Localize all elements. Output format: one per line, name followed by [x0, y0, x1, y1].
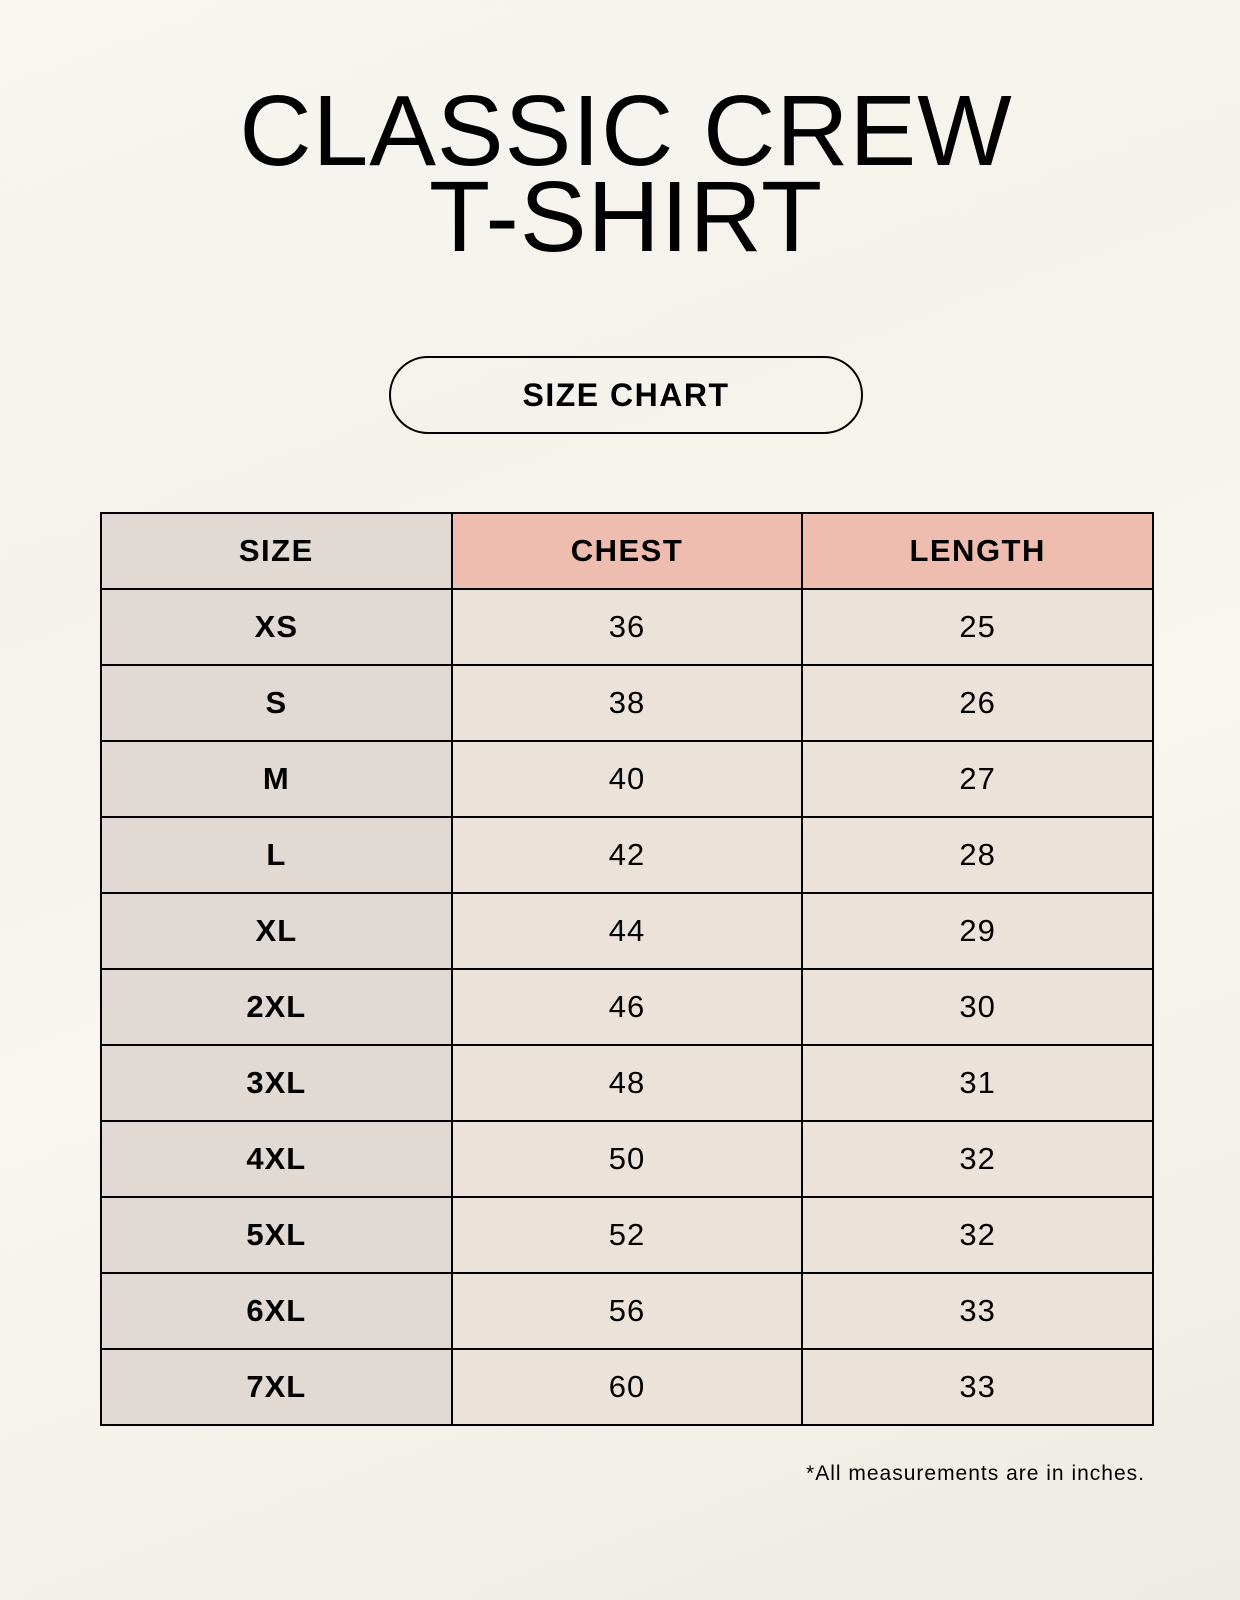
cell-chest: 40 — [450, 740, 804, 818]
cell-length: 31 — [801, 1044, 1154, 1122]
table-row: XL 44 29 — [100, 892, 1154, 970]
cell-length: 33 — [801, 1272, 1154, 1350]
cell-length: 33 — [801, 1348, 1154, 1426]
cell-size: L — [100, 816, 453, 894]
cell-chest: 52 — [450, 1196, 804, 1274]
size-chart-badge: SIZE CHART — [389, 356, 863, 434]
table-row: 2XL 46 30 — [100, 968, 1154, 1046]
cell-chest: 46 — [450, 968, 804, 1046]
table-row: S 38 26 — [100, 664, 1154, 742]
cell-size: 4XL — [100, 1120, 453, 1198]
cell-length: 27 — [801, 740, 1154, 818]
title-line-2: T-SHIRT — [428, 161, 824, 273]
cell-chest: 42 — [450, 816, 804, 894]
cell-chest: 60 — [450, 1348, 804, 1426]
page-title: CLASSIC CREW T-SHIRT — [0, 75, 1240, 273]
cell-size: 7XL — [100, 1348, 453, 1426]
title-line-1: CLASSIC CREW — [239, 75, 1013, 187]
table-row: 6XL 56 33 — [100, 1272, 1154, 1350]
header-chest: CHEST — [450, 512, 804, 590]
cell-size: XS — [100, 588, 453, 666]
size-table: SIZE CHEST LENGTH XS 36 25 S 38 26 M 40 27 L 42 28 X… — [100, 512, 1154, 1426]
cell-length: 29 — [801, 892, 1154, 970]
cell-chest: 44 — [450, 892, 804, 970]
cell-length: 25 — [801, 588, 1154, 666]
cell-size: M — [100, 740, 453, 818]
cell-chest: 36 — [450, 588, 804, 666]
cell-chest: 56 — [450, 1272, 804, 1350]
table-row: XS 36 25 — [100, 588, 1154, 666]
cell-size: 2XL — [100, 968, 453, 1046]
table-row: 3XL 48 31 — [100, 1044, 1154, 1122]
table-header-row: SIZE CHEST LENGTH — [100, 512, 1154, 590]
cell-length: 28 — [801, 816, 1154, 894]
cell-chest: 38 — [450, 664, 804, 742]
table-row: M 40 27 — [100, 740, 1154, 818]
table-row: 4XL 50 32 — [100, 1120, 1154, 1198]
table-row: 7XL 60 33 — [100, 1348, 1154, 1426]
cell-size: XL — [100, 892, 453, 970]
footnote: *All measurements are in inches. — [806, 1462, 1145, 1485]
table-row: 5XL 52 32 — [100, 1196, 1154, 1274]
cell-size: S — [100, 664, 453, 742]
cell-chest: 50 — [450, 1120, 804, 1198]
cell-size: 6XL — [100, 1272, 453, 1350]
cell-length: 26 — [801, 664, 1154, 742]
cell-length: 30 — [801, 968, 1154, 1046]
header-size: SIZE — [100, 512, 453, 590]
cell-size: 3XL — [100, 1044, 453, 1122]
cell-length: 32 — [801, 1196, 1154, 1274]
header-length: LENGTH — [801, 512, 1154, 590]
table-row: L 42 28 — [100, 816, 1154, 894]
cell-chest: 48 — [450, 1044, 804, 1122]
cell-length: 32 — [801, 1120, 1154, 1198]
cell-size: 5XL — [100, 1196, 453, 1274]
